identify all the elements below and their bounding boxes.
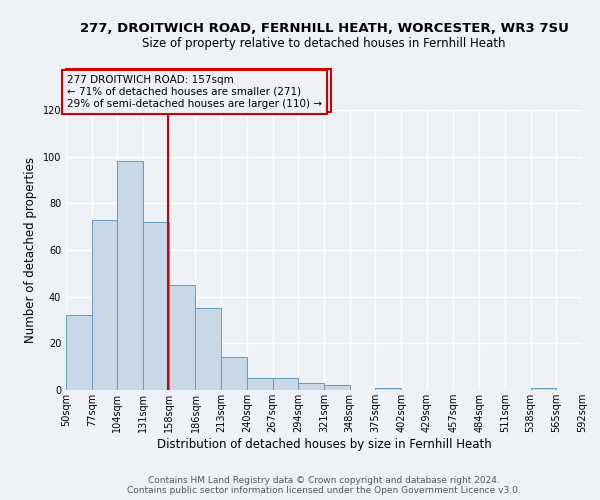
Bar bbox=[92, 220, 118, 390]
X-axis label: Distribution of detached houses by size in Fernhill Heath: Distribution of detached houses by size … bbox=[157, 438, 491, 450]
Bar bbox=[143, 222, 169, 390]
Bar bbox=[196, 308, 221, 390]
Text: 277 DROITWICH ROAD: 157sqm
← 71% of detached houses are smaller (271)
29% of sem: 277 DROITWICH ROAD: 157sqm ← 71% of deta… bbox=[71, 74, 326, 107]
Text: Contains HM Land Registry data © Crown copyright and database right 2024.: Contains HM Land Registry data © Crown c… bbox=[148, 476, 500, 485]
Bar bbox=[272, 378, 298, 390]
Text: 277, DROITWICH ROAD, FERNHILL HEATH, WORCESTER, WR3 7SU: 277, DROITWICH ROAD, FERNHILL HEATH, WOR… bbox=[80, 22, 568, 36]
Bar bbox=[324, 386, 350, 390]
Bar bbox=[530, 388, 556, 390]
Text: 277 DROITWICH ROAD: 157sqm
← 71% of detached houses are smaller (271)
29% of sem: 277 DROITWICH ROAD: 157sqm ← 71% of deta… bbox=[67, 76, 322, 108]
Bar bbox=[66, 316, 92, 390]
Bar bbox=[118, 162, 143, 390]
Bar bbox=[376, 388, 401, 390]
Bar bbox=[298, 383, 324, 390]
Bar bbox=[221, 358, 247, 390]
Bar bbox=[169, 285, 194, 390]
Y-axis label: Number of detached properties: Number of detached properties bbox=[24, 157, 37, 343]
Text: Size of property relative to detached houses in Fernhill Heath: Size of property relative to detached ho… bbox=[142, 38, 506, 51]
Bar bbox=[247, 378, 272, 390]
Text: Contains public sector information licensed under the Open Government Licence v3: Contains public sector information licen… bbox=[127, 486, 521, 495]
